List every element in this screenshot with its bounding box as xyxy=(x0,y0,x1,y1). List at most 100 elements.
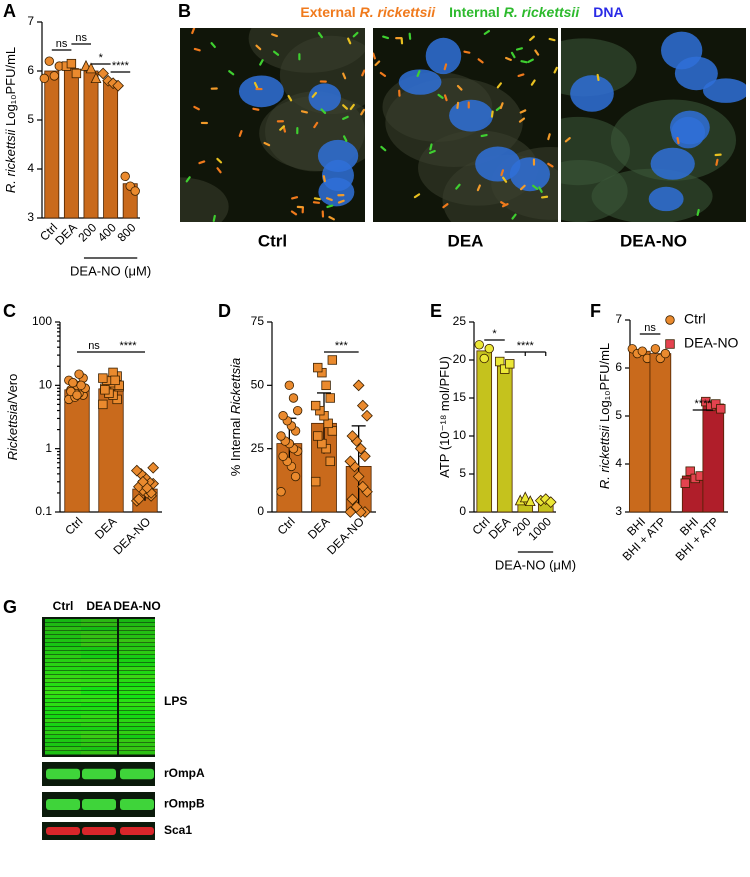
y-tick-label: 6 xyxy=(615,360,622,374)
bacterium xyxy=(501,170,503,175)
data-point xyxy=(353,380,364,391)
blot-band xyxy=(119,663,155,667)
data-point xyxy=(475,341,484,350)
blot-band xyxy=(81,707,117,711)
blot-band xyxy=(81,735,117,739)
x-tick-label: Ctrl xyxy=(62,514,85,537)
bacterium xyxy=(519,74,524,75)
blot-band xyxy=(81,675,117,679)
panel-letter: C xyxy=(3,301,16,321)
nucleus xyxy=(670,111,710,145)
y-axis-label: R. rickettsii Log₁₀PFU/mL xyxy=(597,343,612,489)
y-tick-label: 4 xyxy=(615,456,622,470)
bacterium xyxy=(492,112,493,117)
data-point xyxy=(293,406,302,415)
blot-band xyxy=(45,619,81,623)
blot-band xyxy=(45,643,81,647)
blot-band xyxy=(45,699,81,703)
blot-band xyxy=(45,703,81,707)
blot-band xyxy=(46,799,80,810)
bacterium xyxy=(598,75,599,80)
data-point xyxy=(69,378,78,387)
group-label: DEA-NO (μM) xyxy=(70,263,151,278)
blot-band xyxy=(81,719,117,723)
data-point xyxy=(480,354,489,363)
blot-band xyxy=(81,619,117,623)
nucleus xyxy=(399,69,442,94)
bacterium xyxy=(195,49,200,50)
blot-band xyxy=(45,647,81,651)
data-point xyxy=(291,472,300,481)
y-axis-label-part: ATP (10⁻¹⁸ mol/PFU) xyxy=(437,356,452,478)
blot-band xyxy=(45,739,81,743)
blot-band xyxy=(45,679,81,683)
y-tick-label: 5 xyxy=(459,466,466,480)
bacterium xyxy=(373,54,375,59)
blot-band xyxy=(119,643,155,647)
data-point xyxy=(651,345,660,354)
blot-band xyxy=(81,683,117,687)
band-label: Sca1 xyxy=(164,823,192,837)
y-axis-label-part: % Internal xyxy=(228,414,243,476)
blot-band xyxy=(119,711,155,715)
blot-band xyxy=(119,675,155,679)
x-tick-label: 1000 xyxy=(525,514,554,543)
y-tick-label: 0 xyxy=(459,504,466,518)
y-axis-label-part: Log₁₀PFU/mL xyxy=(3,47,18,126)
blot-band xyxy=(119,703,155,707)
legend-marker xyxy=(666,316,675,325)
blot-band xyxy=(81,627,117,631)
data-point xyxy=(77,381,86,390)
data-point xyxy=(109,368,118,377)
blot-band xyxy=(119,651,155,655)
blot-band xyxy=(120,799,154,810)
bacterium xyxy=(542,197,547,198)
bacterium xyxy=(383,37,388,38)
data-point xyxy=(326,394,335,403)
y-tick-label: 7 xyxy=(615,312,622,326)
significance-label: *** xyxy=(335,340,349,352)
data-point xyxy=(322,381,331,390)
significance-label: **** xyxy=(112,60,130,72)
micrograph xyxy=(526,28,749,224)
panel-letter: B xyxy=(178,1,191,21)
bar xyxy=(84,71,98,218)
nucleus xyxy=(318,140,358,172)
y-tick-label: 5 xyxy=(615,408,622,422)
blot-band xyxy=(119,635,155,639)
nucleus xyxy=(510,157,550,191)
data-point xyxy=(358,400,369,411)
blot-band xyxy=(82,769,116,780)
band-label: LPS xyxy=(164,694,187,708)
blot-band xyxy=(46,827,80,835)
micrograph-content xyxy=(131,4,382,236)
data-point xyxy=(311,477,320,486)
band-label: rOmpB xyxy=(164,797,205,811)
bacterium xyxy=(314,202,319,203)
blot-band xyxy=(45,683,81,687)
panel-letter: E xyxy=(430,301,442,321)
blot-band xyxy=(81,723,117,727)
data-point xyxy=(279,411,288,420)
significance-label: ns xyxy=(644,322,656,334)
bacterium xyxy=(214,216,215,221)
blot-band xyxy=(81,687,117,691)
blot-band xyxy=(81,703,117,707)
blot-band xyxy=(81,691,117,695)
lane-label: DEA-NO xyxy=(113,599,160,613)
blot-band xyxy=(81,667,117,671)
y-tick-label: 6 xyxy=(27,63,34,77)
data-point xyxy=(75,370,84,379)
x-tick-label: DEA-NO xyxy=(324,514,367,557)
band-label: rOmpA xyxy=(164,766,205,780)
blot-band xyxy=(45,675,81,679)
blot-band xyxy=(119,679,155,683)
x-tick-label: DEA-NO xyxy=(110,514,153,557)
blot-band xyxy=(81,727,117,731)
data-point xyxy=(99,400,108,409)
legend-species: R. rickettsii xyxy=(504,4,581,20)
blot-band xyxy=(119,743,155,747)
significance-label: **** xyxy=(694,398,712,410)
blot-band xyxy=(45,731,81,735)
